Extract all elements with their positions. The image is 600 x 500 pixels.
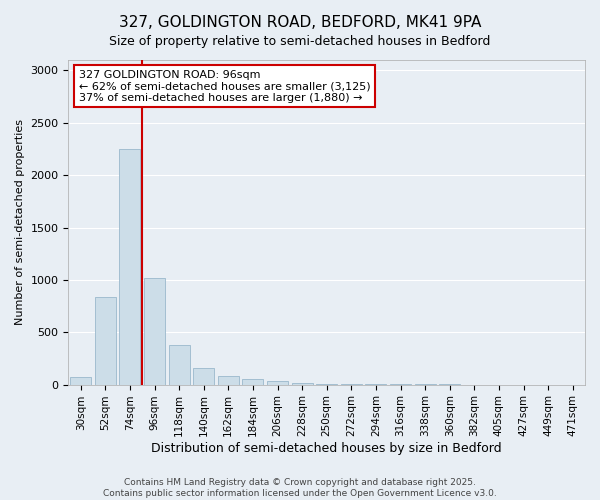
- Bar: [193, 368, 214, 384]
- Text: Size of property relative to semi-detached houses in Bedford: Size of property relative to semi-detach…: [109, 35, 491, 48]
- Bar: [95, 296, 116, 384]
- Y-axis label: Number of semi-detached properties: Number of semi-detached properties: [15, 120, 25, 326]
- Text: Contains HM Land Registry data © Crown copyright and database right 2025.
Contai: Contains HM Land Registry data © Crown c…: [103, 478, 497, 498]
- Bar: [218, 376, 239, 384]
- Bar: [169, 345, 190, 385]
- Bar: [70, 378, 91, 384]
- Bar: [242, 379, 263, 384]
- Bar: [292, 382, 313, 384]
- Text: 327, GOLDINGTON ROAD, BEDFORD, MK41 9PA: 327, GOLDINGTON ROAD, BEDFORD, MK41 9PA: [119, 15, 481, 30]
- Bar: [119, 149, 140, 384]
- Text: 327 GOLDINGTON ROAD: 96sqm
← 62% of semi-detached houses are smaller (3,125)
37%: 327 GOLDINGTON ROAD: 96sqm ← 62% of semi…: [79, 70, 370, 103]
- Bar: [267, 381, 288, 384]
- Bar: [144, 278, 165, 384]
- X-axis label: Distribution of semi-detached houses by size in Bedford: Distribution of semi-detached houses by …: [151, 442, 502, 455]
